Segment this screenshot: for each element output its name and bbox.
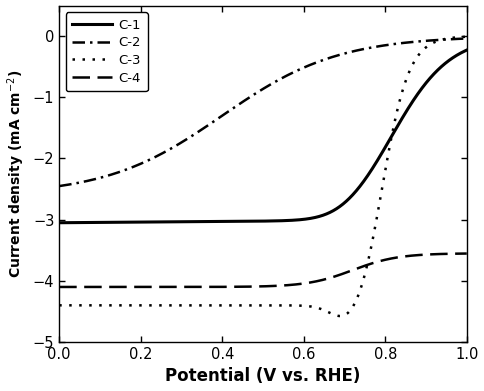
C-2 bbox=[243, 97, 249, 102]
C-3 bbox=[255, 303, 260, 308]
C-1 bbox=[452, 54, 458, 59]
C-1 bbox=[243, 219, 249, 224]
C-1 bbox=[452, 54, 458, 59]
C-4 bbox=[452, 251, 458, 256]
C-1 bbox=[255, 219, 260, 224]
C-4 bbox=[77, 285, 83, 289]
X-axis label: Potential (V vs. RHE): Potential (V vs. RHE) bbox=[166, 368, 361, 386]
Legend: C-1, C-2, C-3, C-4: C-1, C-2, C-3, C-4 bbox=[66, 12, 148, 91]
C-3 bbox=[337, 314, 343, 318]
C-4 bbox=[377, 259, 383, 264]
C-1 bbox=[77, 220, 83, 225]
Line: C-1: C-1 bbox=[59, 50, 467, 223]
C-3 bbox=[77, 303, 83, 308]
C-2 bbox=[255, 90, 260, 95]
C-3 bbox=[378, 196, 383, 201]
C-2 bbox=[77, 180, 83, 185]
C-1 bbox=[56, 221, 62, 225]
C-1 bbox=[464, 48, 469, 52]
C-2 bbox=[56, 184, 62, 188]
C-3 bbox=[243, 303, 249, 308]
C-3 bbox=[452, 35, 458, 40]
C-2 bbox=[452, 37, 458, 41]
C-1 bbox=[377, 154, 383, 158]
C-2 bbox=[377, 44, 383, 48]
C-4 bbox=[243, 284, 249, 289]
Y-axis label: Current density (mA cm$^{-2}$): Current density (mA cm$^{-2}$) bbox=[5, 70, 27, 278]
Line: C-3: C-3 bbox=[59, 37, 467, 316]
C-2 bbox=[464, 36, 469, 41]
C-3 bbox=[56, 303, 62, 308]
C-2 bbox=[452, 37, 458, 41]
C-3 bbox=[464, 34, 469, 39]
C-4 bbox=[464, 251, 469, 256]
C-4 bbox=[56, 285, 62, 289]
Line: C-2: C-2 bbox=[59, 38, 467, 186]
C-4 bbox=[452, 251, 458, 256]
C-4 bbox=[255, 284, 260, 289]
C-3 bbox=[452, 35, 458, 40]
Line: C-4: C-4 bbox=[59, 253, 467, 287]
